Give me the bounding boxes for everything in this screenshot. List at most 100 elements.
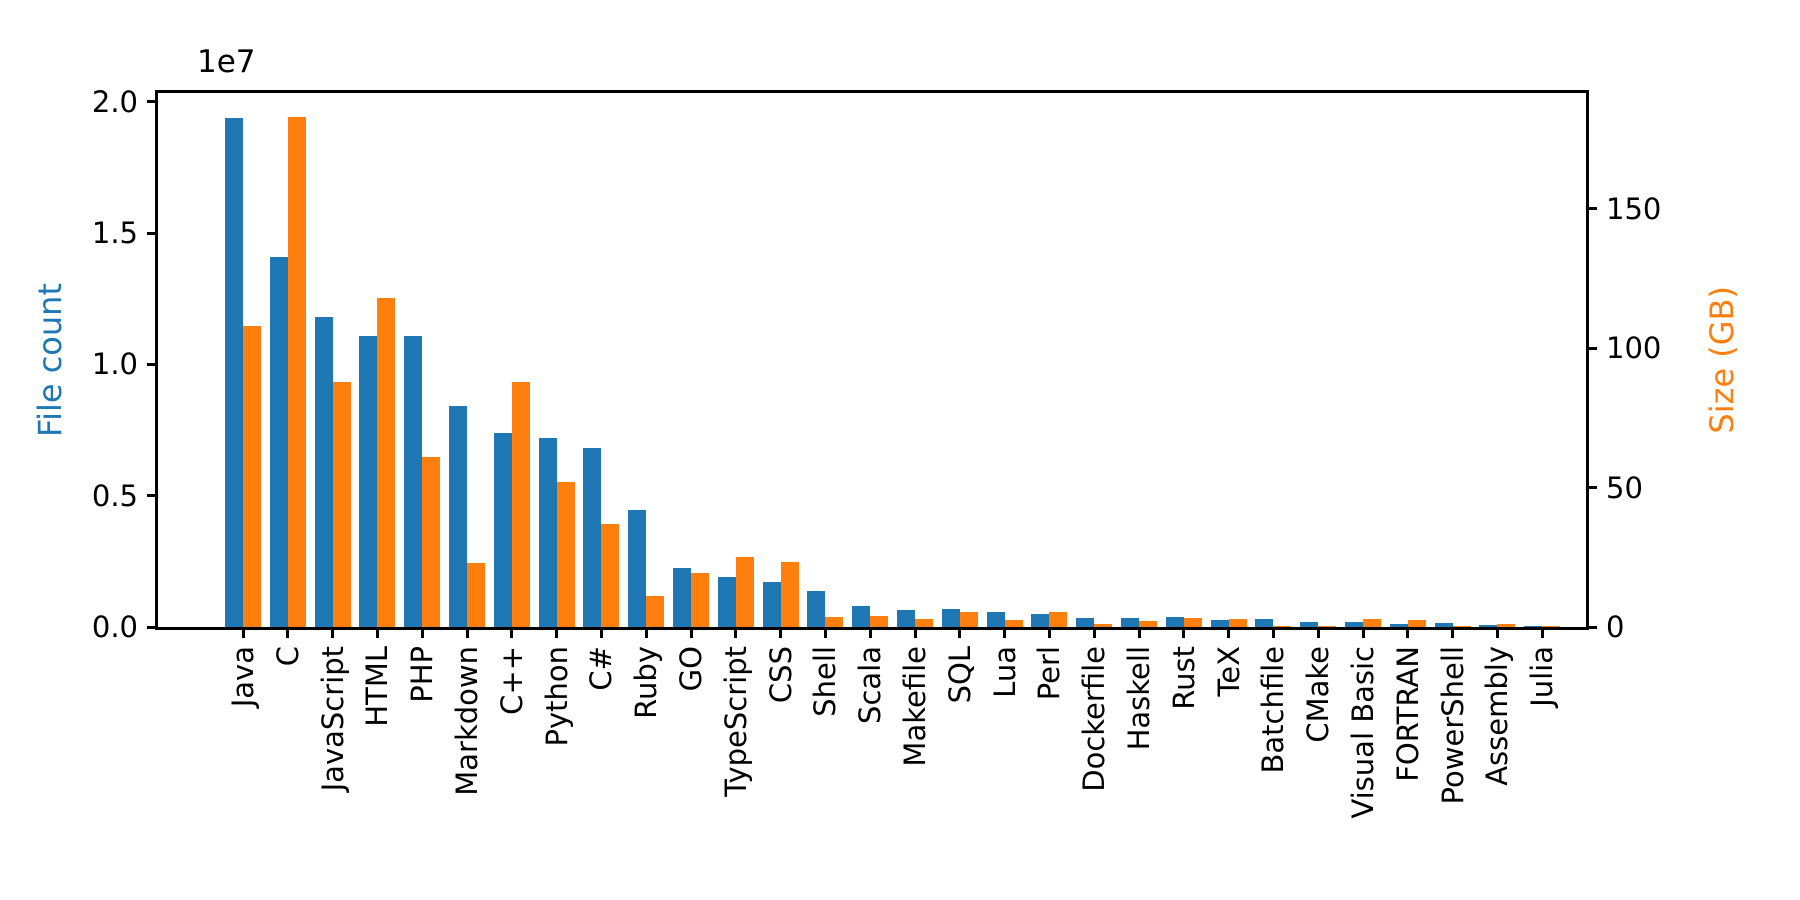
left-y-tick-label: 1.5: [91, 216, 138, 251]
x-tick: [1316, 627, 1320, 638]
left-y-tick-label: 0.5: [91, 478, 138, 513]
x-tick: [1406, 627, 1410, 638]
x-tick: [1361, 627, 1365, 638]
bar-size-gb: [1004, 620, 1023, 627]
bar-file-count: [1255, 619, 1274, 627]
x-tick-label: GO: [674, 646, 708, 692]
bar-file-count: [986, 612, 1005, 627]
bar-file-count: [269, 256, 288, 627]
bar-file-count: [314, 317, 333, 627]
x-tick-label: Python: [539, 646, 574, 747]
x-tick: [1003, 627, 1007, 638]
bar-size-gb: [915, 618, 933, 627]
x-tick: [1495, 627, 1499, 638]
bar-size-gb: [825, 617, 844, 627]
x-tick-label: Assembly: [1480, 646, 1515, 786]
bar-file-count: [583, 448, 602, 627]
x-tick: [1092, 627, 1096, 638]
right-y-tick: [1586, 207, 1597, 211]
bar-size-gb: [1452, 625, 1471, 627]
x-tick-label: Lua: [987, 646, 1022, 698]
right-y-tick-label: 150: [1606, 191, 1662, 226]
bar-size-gb: [377, 298, 396, 627]
bar-size-gb: [1094, 624, 1113, 627]
right-y-tick-label: 100: [1606, 331, 1662, 366]
bar-file-count: [225, 117, 243, 627]
x-tick: [331, 627, 335, 638]
bar-size-gb: [1273, 625, 1292, 627]
x-tick-label: Perl: [1032, 646, 1067, 701]
bar-file-count: [359, 335, 378, 627]
x-tick: [1047, 627, 1051, 638]
bar-file-count: [1031, 613, 1050, 627]
right-y-tick-label: 0: [1606, 610, 1625, 644]
x-tick: [734, 627, 738, 638]
x-tick-label: PowerShell: [1435, 646, 1470, 805]
bar-file-count: [852, 605, 871, 627]
right-y-tick: [1586, 486, 1597, 490]
x-tick: [644, 627, 648, 638]
bar-file-count: [807, 591, 826, 627]
x-tick: [1182, 627, 1186, 638]
right-axis-title-wrap: Size (GB): [1700, 93, 1744, 627]
x-tick-label: Julia: [1525, 646, 1560, 707]
bar-file-count: [673, 567, 691, 627]
x-tick: [913, 627, 917, 638]
x-tick-label: CSS: [763, 646, 798, 704]
x-tick-label: JavaScript: [315, 646, 350, 792]
x-tick: [599, 627, 603, 638]
x-tick: [286, 627, 290, 638]
x-tick: [555, 627, 559, 638]
bar-size-gb: [601, 523, 620, 627]
x-tick: [1137, 627, 1141, 638]
x-tick-label: Haskell: [1122, 646, 1156, 751]
bar-size-gb: [870, 615, 889, 627]
x-tick-label: TypeScript: [718, 646, 753, 797]
bar-file-count: [404, 335, 423, 627]
bar-size-gb: [646, 596, 665, 627]
x-tick: [958, 627, 962, 638]
bar-size-gb: [422, 456, 441, 627]
x-tick-label: Dockerfile: [1077, 646, 1112, 792]
bar-file-count: [1434, 623, 1453, 627]
bar-file-count: [449, 406, 467, 627]
bar-size-gb: [467, 562, 485, 627]
bar-file-count: [1345, 621, 1363, 627]
x-tick: [689, 627, 693, 638]
x-tick: [1271, 627, 1275, 638]
bar-size-gb: [691, 572, 709, 627]
left-y-tick: [147, 100, 158, 104]
x-tick-label: Batchfile: [1256, 646, 1291, 774]
bar-size-gb: [556, 482, 575, 627]
x-tick: [375, 627, 379, 638]
bar-file-count: [628, 510, 647, 627]
bar-file-count: [1165, 617, 1184, 627]
right-y-tick: [1586, 346, 1597, 350]
x-tick: [1227, 627, 1231, 638]
bar-size-gb: [1183, 618, 1202, 627]
right-y-tick: [1586, 625, 1597, 629]
right-axis-title: Size (GB): [1703, 286, 1741, 434]
bar-file-count: [538, 437, 557, 627]
bar-size-gb: [1542, 626, 1561, 627]
x-tick: [1451, 627, 1455, 638]
bar-file-count: [717, 577, 736, 627]
bar-size-gb: [1049, 611, 1068, 627]
bar-file-count: [1300, 622, 1319, 627]
x-tick: [420, 627, 424, 638]
right-y-tick-label: 50: [1606, 470, 1643, 505]
left-y-tick: [147, 625, 158, 629]
x-tick: [510, 627, 514, 638]
bar-file-count: [1076, 617, 1095, 627]
x-tick-label: FORTRAN: [1390, 646, 1425, 782]
x-tick-label: Makefile: [898, 646, 932, 767]
x-tick: [241, 627, 245, 638]
x-tick-label: SQL: [942, 646, 977, 704]
left-y-tick: [147, 494, 158, 498]
bar-size-gb: [959, 611, 978, 627]
bar-file-count: [897, 609, 915, 627]
bar-size-gb: [1228, 618, 1247, 627]
bar-size-gb: [1139, 620, 1157, 627]
x-tick-label: Java: [226, 646, 260, 708]
